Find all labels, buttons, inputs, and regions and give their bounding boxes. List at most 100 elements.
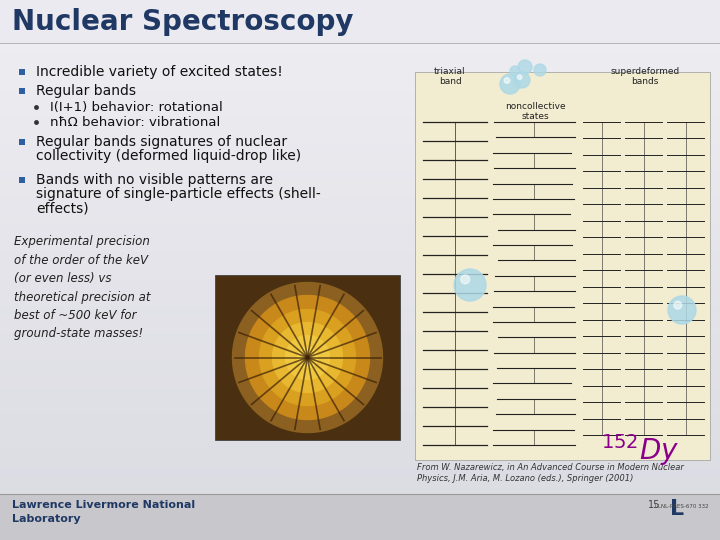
Polygon shape <box>286 335 330 380</box>
Bar <box>0 54 720 63</box>
Bar <box>0 441 720 450</box>
Polygon shape <box>297 348 318 368</box>
Polygon shape <box>272 322 343 393</box>
Bar <box>0 234 720 243</box>
Text: Experimental precision
of the order of the keV
(or even less) vs
theoretical pre: Experimental precision of the order of t… <box>14 235 150 341</box>
Bar <box>0 396 720 405</box>
Bar <box>0 387 720 396</box>
Text: noncollective
states: noncollective states <box>505 102 565 122</box>
Bar <box>0 315 720 324</box>
Bar <box>0 18 720 27</box>
Text: superdeformed
bands: superdeformed bands <box>611 67 680 86</box>
Text: Regular bands signatures of nuclear: Regular bands signatures of nuclear <box>36 135 287 149</box>
Circle shape <box>518 60 532 74</box>
Circle shape <box>454 269 486 301</box>
Text: Incredible variety of excited states!: Incredible variety of excited states! <box>36 65 283 79</box>
Circle shape <box>510 66 520 76</box>
Text: Lawrence Livermore National: Lawrence Livermore National <box>12 500 195 510</box>
Bar <box>0 252 720 261</box>
Bar <box>0 90 720 99</box>
Bar <box>0 531 720 540</box>
Bar <box>0 486 720 495</box>
Bar <box>0 216 720 225</box>
Bar <box>0 306 720 315</box>
Bar <box>0 288 720 297</box>
Bar <box>0 423 720 432</box>
Bar <box>0 198 720 207</box>
Bar <box>0 477 720 486</box>
Bar <box>0 270 720 279</box>
Bar <box>0 333 720 342</box>
Text: LLNL-PRES-670 332: LLNL-PRES-670 332 <box>655 504 708 509</box>
Text: effects): effects) <box>36 201 89 215</box>
Text: triaxial
band: triaxial band <box>434 67 466 86</box>
Bar <box>415 72 710 460</box>
Bar <box>0 342 720 351</box>
Bar <box>0 414 720 423</box>
Bar <box>0 171 720 180</box>
Bar <box>0 117 720 126</box>
Bar <box>0 108 720 117</box>
Circle shape <box>518 75 522 79</box>
Bar <box>215 275 400 440</box>
Bar <box>0 360 720 369</box>
Polygon shape <box>259 309 356 406</box>
Bar <box>0 81 720 90</box>
Bar <box>0 207 720 216</box>
Circle shape <box>504 78 510 83</box>
Bar <box>0 297 720 306</box>
Bar <box>0 162 720 171</box>
Bar <box>0 126 720 135</box>
Polygon shape <box>246 295 369 420</box>
Text: L: L <box>670 499 684 519</box>
Text: Regular bands: Regular bands <box>36 84 136 98</box>
Text: I(I+1) behavior: rotational: I(I+1) behavior: rotational <box>50 100 222 113</box>
Bar <box>0 369 720 378</box>
Bar <box>0 495 720 504</box>
Text: Laboratory: Laboratory <box>12 514 81 524</box>
Bar <box>0 99 720 108</box>
Bar <box>0 468 720 477</box>
Circle shape <box>500 74 520 94</box>
Bar <box>0 144 720 153</box>
Bar <box>0 494 720 540</box>
Bar <box>0 153 720 162</box>
Bar <box>0 522 720 531</box>
Bar <box>0 189 720 198</box>
Bar <box>0 279 720 288</box>
Text: 15: 15 <box>648 500 660 510</box>
Bar <box>0 261 720 270</box>
Text: nħΩ behavior: vibrational: nħΩ behavior: vibrational <box>50 116 220 129</box>
Bar <box>0 0 720 43</box>
Bar <box>0 324 720 333</box>
Bar <box>0 450 720 459</box>
Bar <box>0 135 720 144</box>
Bar <box>0 0 720 9</box>
Bar <box>0 63 720 72</box>
Bar <box>0 513 720 522</box>
Bar <box>0 405 720 414</box>
Text: signature of single-particle effects (shell-: signature of single-particle effects (sh… <box>36 187 320 201</box>
Polygon shape <box>233 282 382 433</box>
Circle shape <box>668 296 696 324</box>
Bar <box>0 504 720 513</box>
Text: $^{152}$Dy: $^{152}$Dy <box>601 432 679 468</box>
Circle shape <box>534 64 546 76</box>
Bar <box>0 180 720 189</box>
Circle shape <box>674 301 682 309</box>
Bar <box>0 243 720 252</box>
Bar <box>0 351 720 360</box>
Circle shape <box>514 72 530 88</box>
Bar <box>0 378 720 387</box>
Text: From W. Nazarewicz, in An Advanced Course in Modern Nuclear
Physics, J.M. Aria, : From W. Nazarewicz, in An Advanced Cours… <box>417 463 684 483</box>
Bar <box>0 432 720 441</box>
Text: Nuclear Spectroscopy: Nuclear Spectroscopy <box>12 8 354 36</box>
Bar <box>0 225 720 234</box>
Circle shape <box>461 275 469 284</box>
Bar <box>0 36 720 45</box>
Bar <box>0 459 720 468</box>
Text: Bands with no visible patterns are: Bands with no visible patterns are <box>36 173 273 187</box>
Bar <box>0 72 720 81</box>
Bar <box>0 9 720 18</box>
Bar <box>0 27 720 36</box>
